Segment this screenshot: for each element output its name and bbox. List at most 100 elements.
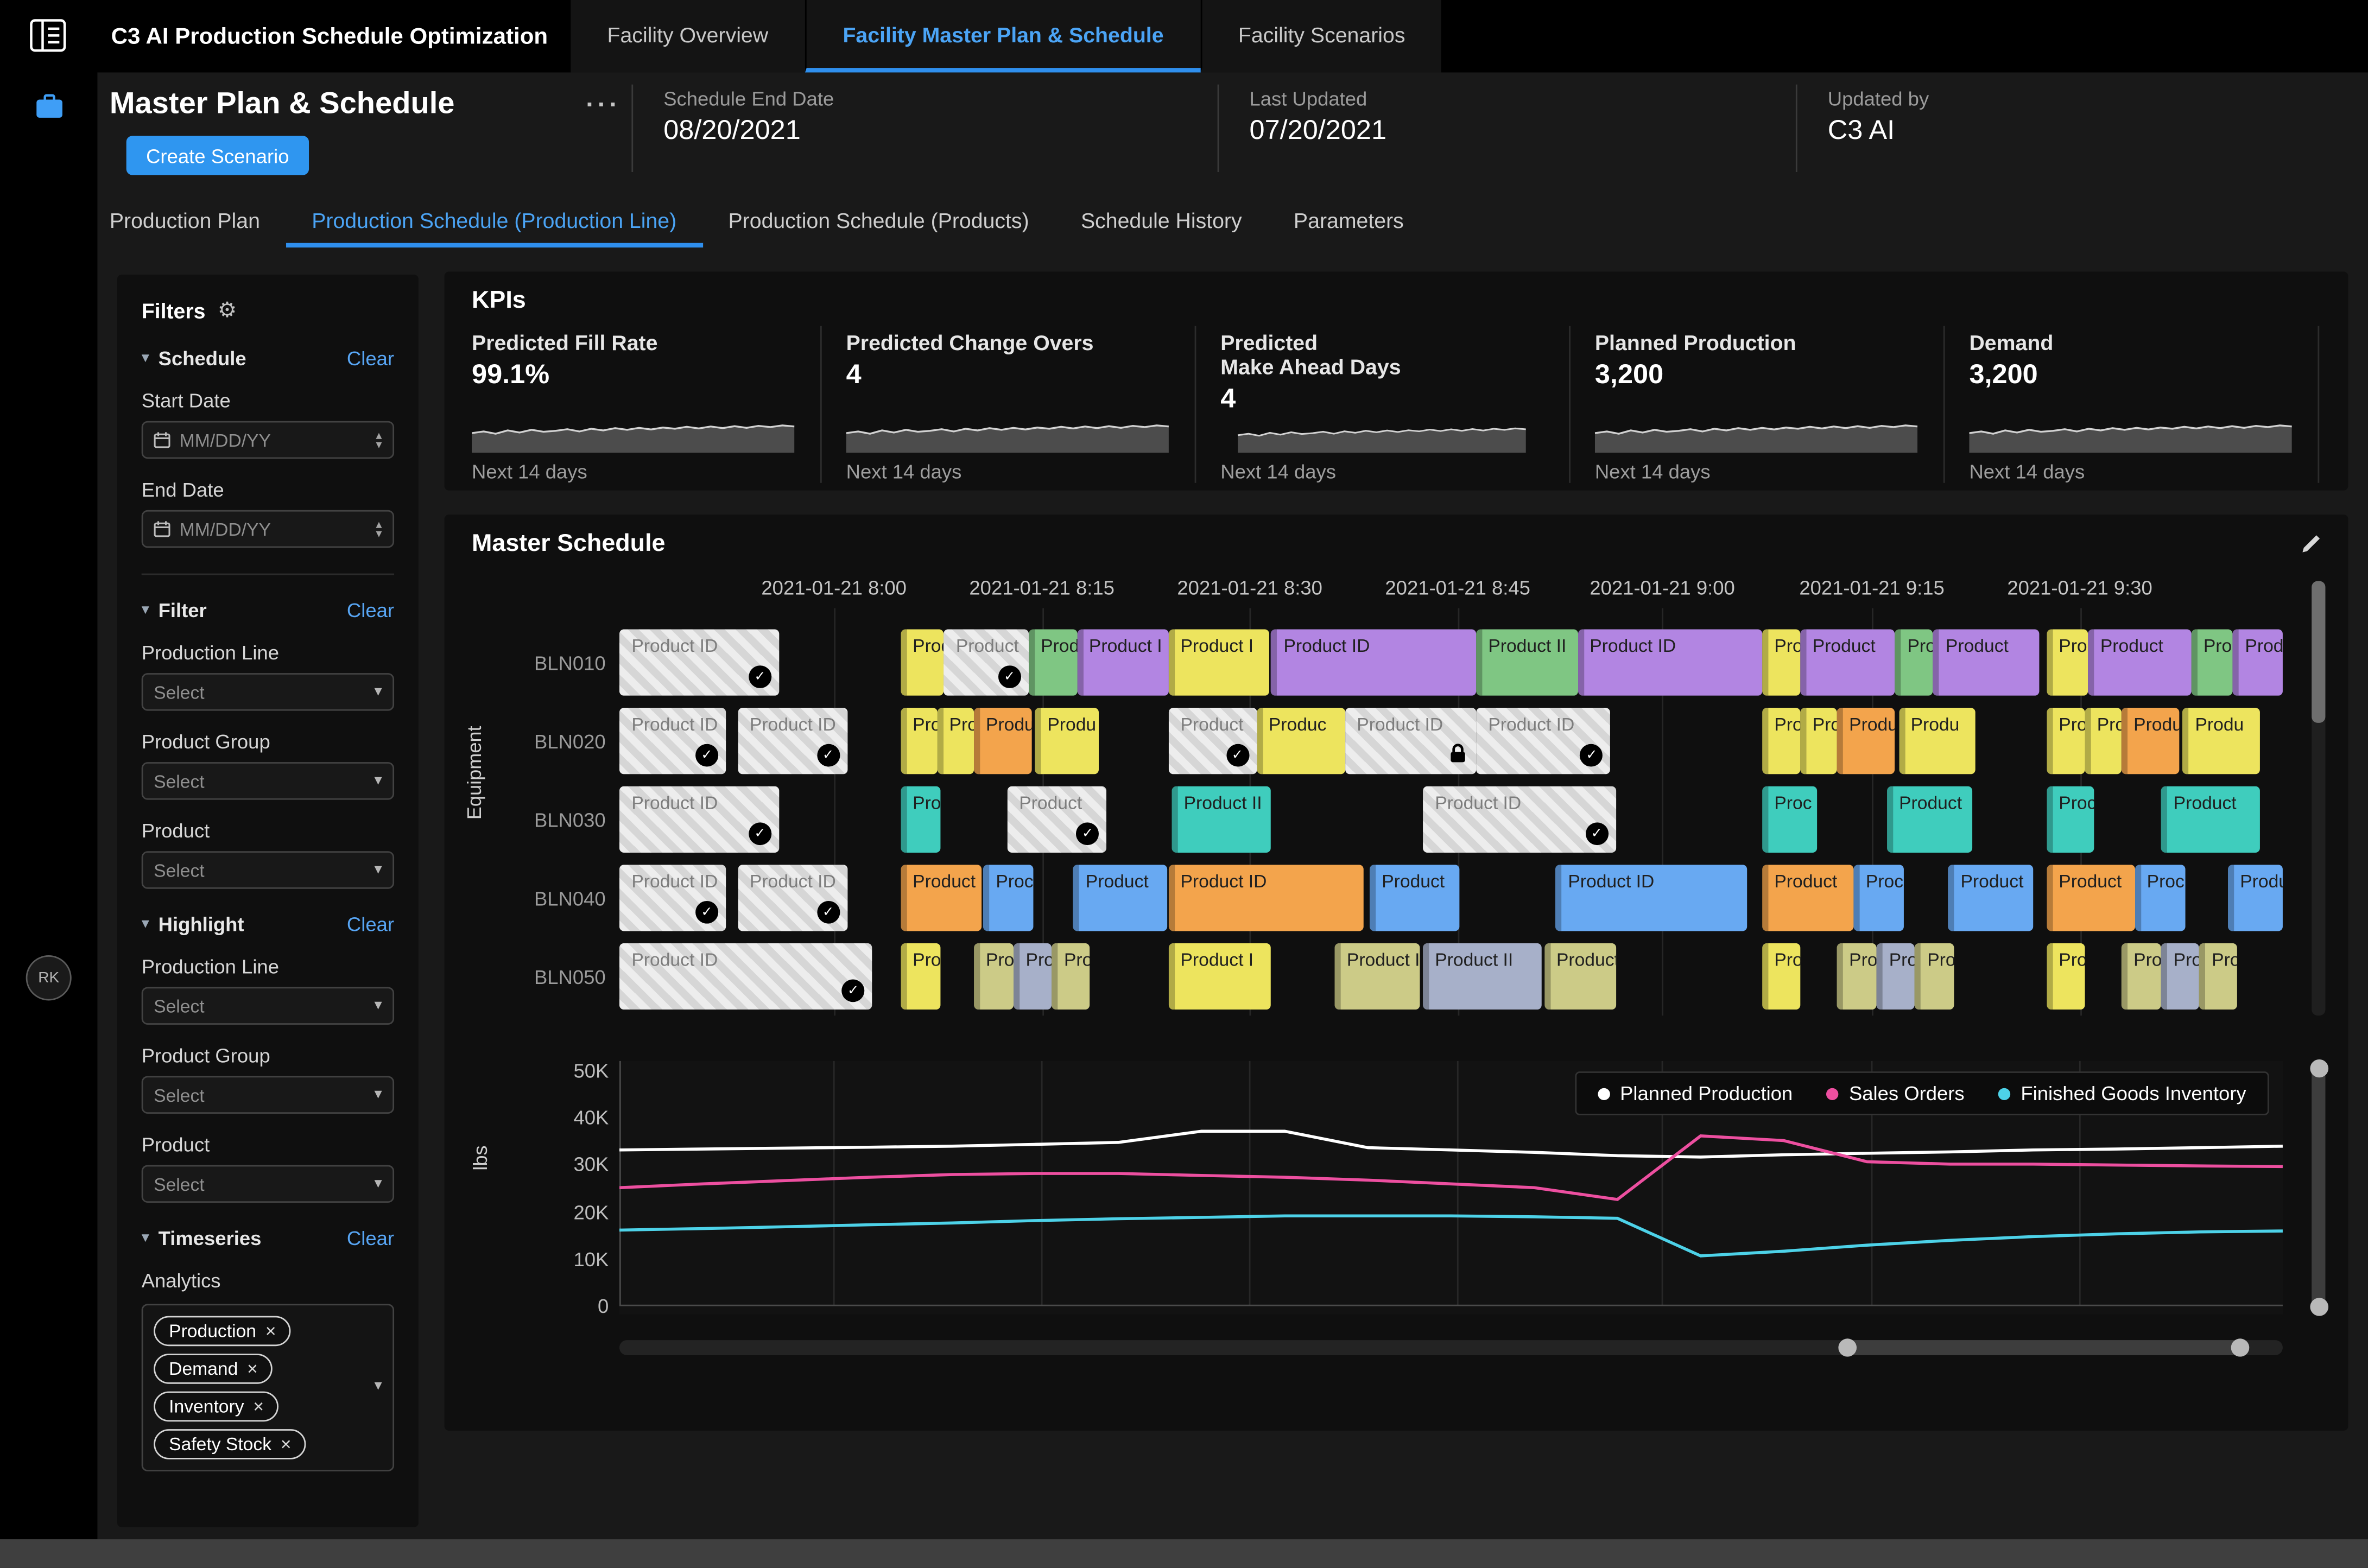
filter-section-toggle[interactable]: ▾ Filter [142, 599, 207, 622]
schedule-block[interactable]: Produ [973, 708, 1032, 775]
chip-remove-icon[interactable]: × [265, 1320, 276, 1342]
scroll-handle-top[interactable] [2309, 1059, 2328, 1078]
highlight-production-line-select[interactable]: Select ▾ [141, 987, 395, 1025]
schedule-block[interactable]: Product [1762, 865, 1854, 931]
timeseries-clear-link[interactable]: Clear [346, 1227, 395, 1250]
schedule-block[interactable]: Produc [1256, 708, 1345, 775]
schedule-block[interactable]: Product ID [1577, 629, 1762, 696]
schedule-block[interactable]: Proc [900, 786, 941, 853]
schedule-block[interactable]: Pro [2161, 943, 2200, 1010]
schedule-block[interactable]: Product ID [1168, 865, 1363, 931]
schedule-block[interactable]: Prod [1895, 629, 1934, 696]
schedule-block[interactable]: Proc [2135, 865, 2185, 931]
schedule-block[interactable]: Produ [2227, 865, 2283, 931]
schedule-block[interactable]: Pro [2085, 708, 2122, 775]
schedule-block[interactable]: Product ID ✓ [619, 786, 780, 853]
schedule-block[interactable]: Product [900, 865, 982, 931]
schedule-block[interactable]: Product ID [1271, 629, 1476, 696]
schedule-block[interactable]: Product ID ✓ [619, 629, 780, 696]
schedule-block[interactable]: Pro [1877, 943, 1915, 1010]
schedule-block[interactable]: Prod [900, 629, 944, 696]
create-scenario-button[interactable]: Create Scenario [126, 136, 309, 175]
subtab-parameters[interactable]: Parameters [1293, 208, 1404, 233]
chip-remove-icon[interactable]: × [253, 1395, 264, 1417]
schedule-block[interactable]: Product [1073, 865, 1167, 931]
filter-clear-link[interactable]: Clear [346, 599, 395, 622]
schedule-block[interactable]: Product I [1168, 943, 1272, 1010]
tab-facility-scenarios[interactable]: Facility Scenarios [1200, 0, 1442, 73]
schedule-block[interactable]: Product [1369, 865, 1460, 931]
analytics-chip[interactable]: Demand × [154, 1354, 273, 1384]
overflow-menu-icon[interactable]: ··· [586, 90, 621, 119]
schedule-block[interactable]: Produ [1898, 708, 1976, 775]
end-date-input[interactable]: MM/DD/YY ▴ ▾ [141, 510, 395, 548]
schedule-block[interactable]: Product II [1476, 629, 1578, 696]
schedule-block[interactable]: Pro [1762, 708, 1801, 775]
schedule-block[interactable]: Prod [1028, 629, 1077, 696]
schedule-block[interactable]: Product [1886, 786, 1972, 853]
schedule-block[interactable]: Product [1933, 629, 2040, 696]
highlight-product-select[interactable]: Select ▾ [141, 1165, 395, 1203]
scroll-handle-bottom[interactable] [2309, 1298, 2328, 1316]
edit-pencil-icon[interactable] [2300, 531, 2324, 563]
schedule-block[interactable]: Prod [1837, 943, 1877, 1010]
schedule-block[interactable]: Proc [983, 865, 1034, 931]
schedule-block[interactable]: Product ID ✓ [619, 708, 726, 775]
schedule-block[interactable]: Product ID [1344, 708, 1476, 775]
schedule-block[interactable]: Product [2161, 786, 2260, 853]
schedule-clear-link[interactable]: Clear [346, 347, 395, 370]
start-date-input[interactable]: MM/DD/YY ▴ ▾ [141, 421, 395, 459]
schedule-block[interactable]: Product ✓ [1006, 786, 1107, 853]
schedule-block[interactable]: Pro [1014, 943, 1052, 1010]
schedule-block[interactable]: Pro [1052, 943, 1090, 1010]
schedule-block[interactable]: Prod [2046, 943, 2085, 1010]
subtab-production-schedule-production-line[interactable]: Production Schedule (Production Line) [286, 198, 702, 248]
schedule-block[interactable]: Prod [2191, 629, 2233, 696]
analytics-chip[interactable]: Safety Stock × [154, 1429, 307, 1459]
analytics-chip[interactable]: Inventory × [154, 1391, 280, 1422]
scroll-handle-right[interactable] [2231, 1338, 2250, 1357]
schedule-block[interactable]: Product ID ✓ [737, 708, 847, 775]
schedule-block[interactable]: Product [1800, 629, 1895, 696]
highlight-product-group-select[interactable]: Select ▾ [141, 1076, 395, 1114]
schedule-block[interactable]: Proc [2046, 786, 2095, 853]
scrollbar-thumb[interactable] [2309, 1059, 2328, 1316]
highlight-clear-link[interactable]: Clear [346, 913, 395, 936]
schedule-block[interactable]: Pro [1915, 943, 1954, 1010]
schedule-block[interactable]: Product I [1077, 629, 1169, 696]
highlight-section-toggle[interactable]: ▾ Highlight [142, 913, 244, 936]
schedule-block[interactable]: Proc [1853, 865, 1904, 931]
stepper-icon[interactable]: ▴ ▾ [376, 517, 382, 540]
tab-facility-master-plan-schedule[interactable]: Facility Master Plan & Schedule [805, 0, 1200, 73]
schedule-block[interactable]: Produ [1035, 708, 1099, 775]
schedule-block[interactable]: Prod [1762, 629, 1801, 696]
timeseries-vertical-scrollbar[interactable] [2309, 1059, 2328, 1316]
schedule-block[interactable]: Pro [900, 708, 938, 775]
schedule-block[interactable]: Proc [1762, 786, 1818, 853]
schedule-block[interactable]: Prod [2233, 629, 2283, 696]
chip-remove-icon[interactable]: × [247, 1358, 258, 1380]
schedule-block[interactable]: Product ✓ [944, 629, 1029, 696]
tab-facility-overview[interactable]: Facility Overview [607, 22, 769, 46]
schedule-section-toggle[interactable]: ▾ Schedule [142, 347, 246, 370]
schedule-block[interactable]: Product ID [1555, 865, 1747, 931]
filter-product-select[interactable]: Select ▾ [141, 851, 395, 889]
schedule-block[interactable]: Product [1948, 865, 2034, 931]
analytics-multiselect[interactable]: Production × Demand × Inventory × Safety Stock… [141, 1304, 395, 1471]
schedule-block[interactable]: Prod [2046, 629, 2088, 696]
scrollbar-thumb[interactable] [1839, 1338, 2250, 1357]
stepper-icon[interactable]: ▴ ▾ [376, 428, 382, 450]
schedule-block[interactable]: Prod [900, 943, 941, 1010]
schedule-block[interactable]: Pro [937, 708, 974, 775]
gear-icon[interactable]: ⚙ [217, 297, 237, 322]
schedule-block[interactable]: Product ID ✓ [737, 865, 847, 931]
schedule-block[interactable]: Product ID ✓ [619, 865, 726, 931]
subtab-production-schedule-products[interactable]: Production Schedule (Products) [728, 208, 1029, 233]
briefcase-nav-icon[interactable] [0, 72, 97, 138]
scrollbar-thumb[interactable] [2312, 581, 2326, 723]
scroll-handle-left[interactable] [1839, 1338, 1857, 1357]
timeseries-section-toggle[interactable]: ▾ Timeseries [142, 1227, 262, 1250]
filter-production-line-select[interactable]: Select ▾ [141, 673, 395, 711]
schedule-block[interactable]: Pro [2199, 943, 2238, 1010]
schedule-block[interactable]: Product [2088, 629, 2192, 696]
